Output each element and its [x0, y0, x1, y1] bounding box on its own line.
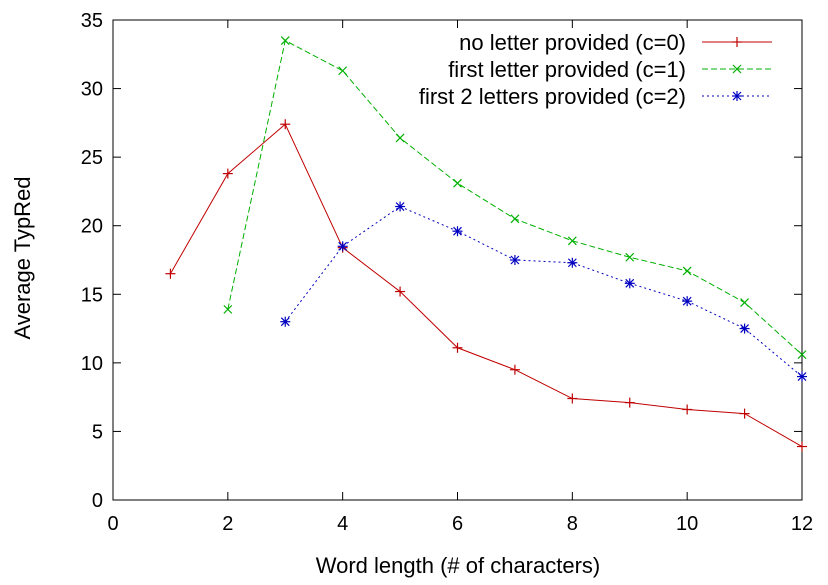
legend-marker — [732, 37, 742, 47]
data-point — [453, 178, 462, 188]
marker-stroke — [625, 278, 635, 288]
y-tick-label: 35 — [81, 10, 103, 32]
series-layer — [165, 36, 807, 452]
legend-entry: no letter provided (c=0) — [459, 30, 772, 55]
data-point — [682, 404, 693, 415]
data-point — [682, 266, 692, 276]
data-point — [165, 268, 176, 279]
data-point — [739, 408, 750, 419]
marker-stroke — [682, 266, 692, 276]
x-tick-label: 6 — [452, 513, 463, 535]
marker-stroke — [453, 178, 462, 188]
series-line — [169, 123, 803, 447]
y-tick-label: 15 — [81, 284, 103, 306]
data-point — [510, 214, 520, 224]
data-point — [280, 36, 290, 45]
y-tick-label: 5 — [92, 421, 103, 443]
data-point — [739, 323, 750, 334]
marker-stroke — [280, 317, 290, 327]
data-point — [624, 397, 635, 408]
marker-stroke — [395, 133, 405, 143]
series-1 — [165, 119, 807, 452]
y-tick-label: 20 — [81, 216, 103, 238]
data-point — [222, 168, 233, 179]
marker-stroke — [453, 226, 462, 236]
legend-entry: first letter provided (c=1) — [448, 57, 772, 82]
data-point — [567, 236, 577, 246]
marker-stroke — [567, 236, 577, 246]
marker-stroke — [732, 91, 742, 101]
data-point — [797, 371, 807, 382]
data-point — [740, 298, 750, 307]
marker-stroke — [338, 241, 348, 251]
plot-axes: 0 2 4 6 8 10 12 0 5 10 15 20 25 30 35 — [81, 10, 813, 535]
x-axis-label: Word length (# of characters) — [316, 553, 601, 578]
marker-stroke — [338, 66, 348, 76]
data-point — [452, 226, 463, 237]
y-tick-label: 10 — [81, 353, 103, 375]
data-point — [682, 296, 693, 307]
marker-stroke — [510, 255, 520, 265]
marker-stroke — [740, 324, 750, 333]
x-tick-label: 0 — [107, 513, 118, 535]
legend-entry: first 2 letters provided (c=2) — [419, 84, 772, 109]
series-2 — [223, 36, 807, 360]
data-point — [395, 286, 406, 297]
data-point — [280, 316, 291, 327]
marker-stroke — [732, 64, 742, 74]
marker-stroke — [223, 304, 233, 314]
marker-stroke — [395, 202, 405, 211]
y-axis-label: Average TypRed — [10, 176, 35, 339]
marker-stroke — [510, 214, 520, 224]
legend-label: no letter provided (c=0) — [459, 30, 686, 55]
marker-stroke — [280, 36, 290, 45]
data-point — [395, 133, 405, 143]
legend-label: first 2 letters provided (c=2) — [419, 84, 686, 109]
marker-stroke — [740, 298, 750, 307]
marker-stroke — [797, 372, 807, 381]
x-tick-label: 10 — [676, 513, 698, 535]
y-tick-label: 30 — [81, 79, 103, 101]
marker-stroke — [682, 296, 692, 306]
y-tick-label: 25 — [81, 147, 103, 169]
data-point — [338, 66, 348, 76]
series-line — [284, 205, 803, 377]
marker-stroke — [625, 252, 635, 262]
data-point — [797, 350, 807, 360]
data-point — [395, 201, 406, 212]
data-point — [337, 241, 348, 252]
legend-marker — [732, 64, 742, 74]
marker-stroke — [797, 350, 807, 360]
y-tick-label: 0 — [92, 490, 103, 512]
data-point — [280, 119, 291, 130]
data-point — [624, 278, 635, 289]
data-point — [567, 257, 578, 268]
x-tick-label: 2 — [222, 513, 233, 535]
x-tick-label: 12 — [791, 513, 813, 535]
data-point — [625, 252, 635, 262]
data-point — [509, 364, 520, 375]
data-point — [452, 342, 463, 353]
legend-label: first letter provided (c=1) — [448, 57, 686, 82]
data-point — [797, 441, 807, 452]
legend: no letter provided (c=0)first letter pro… — [419, 30, 772, 109]
x-tick-label: 8 — [567, 513, 578, 535]
legend-marker — [732, 91, 742, 101]
x-tick-label: 4 — [337, 513, 348, 535]
data-point — [223, 304, 233, 314]
series-3 — [280, 201, 807, 382]
marker-stroke — [567, 258, 577, 268]
data-point — [567, 393, 578, 404]
data-point — [509, 255, 520, 265]
